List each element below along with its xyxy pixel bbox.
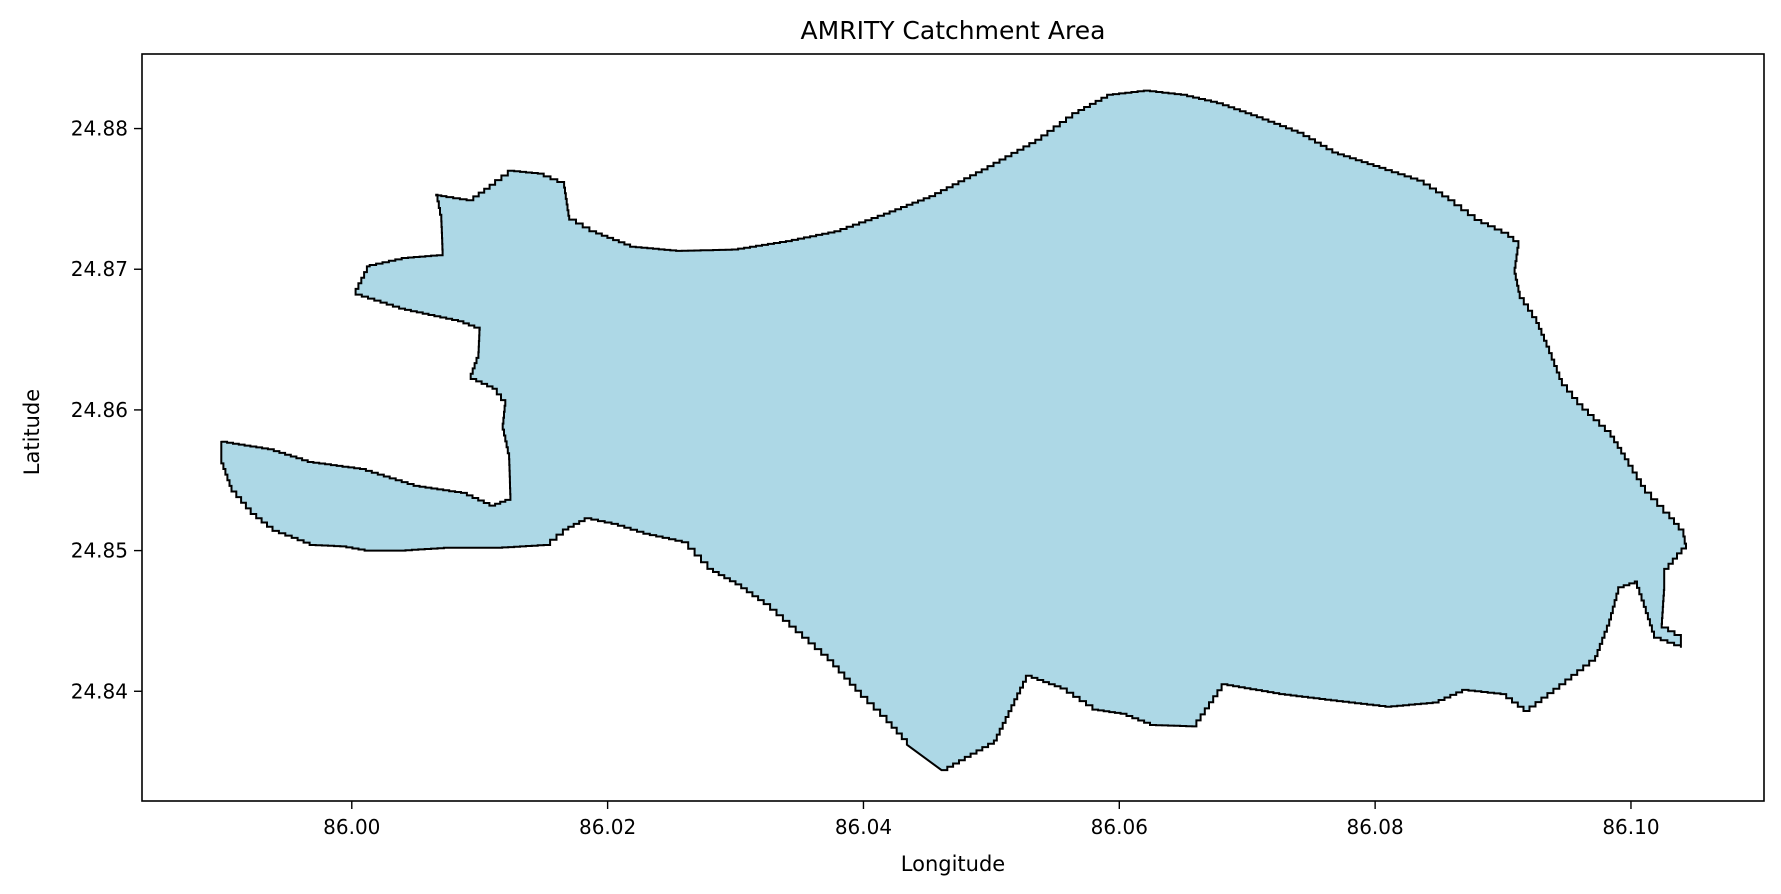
y-tick-label: 24.87 xyxy=(71,257,128,281)
y-tick-label: 24.85 xyxy=(71,539,128,563)
x-tick-label: 86.02 xyxy=(579,815,636,839)
y-tick-label: 24.86 xyxy=(71,398,128,422)
catchment-polygon xyxy=(220,89,1687,772)
x-axis-ticks: 86.00 86.02 86.04 86.06 86.08 86.10 xyxy=(323,801,1660,839)
y-axis-label: Latitude xyxy=(20,389,44,475)
y-tick-label: 24.84 xyxy=(71,679,128,703)
plot-frame xyxy=(141,53,1765,802)
y-axis-ticks: 24.84 24.85 24.86 24.87 24.88 xyxy=(71,117,142,703)
x-tick-label: 86.10 xyxy=(1602,815,1659,839)
x-tick-label: 86.06 xyxy=(1091,815,1148,839)
x-tick-label: 86.00 xyxy=(323,815,380,839)
x-tick-label: 86.08 xyxy=(1346,815,1403,839)
x-axis-label: Longitude xyxy=(901,852,1005,876)
x-tick-label: 86.04 xyxy=(835,815,892,839)
plot-layer xyxy=(220,89,1687,772)
y-tick-label: 24.88 xyxy=(71,117,128,141)
chart-title: AMRITY Catchment Area xyxy=(801,16,1106,45)
